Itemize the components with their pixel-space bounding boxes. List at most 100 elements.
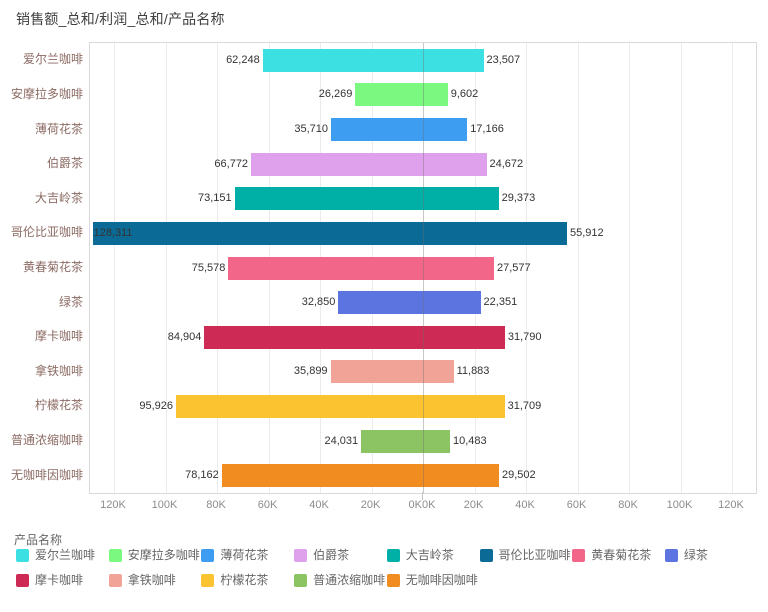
profit-value-label: 29,373: [501, 192, 536, 205]
profit-value-label: 23,507: [486, 53, 521, 66]
legend-item-label: 无咖啡因咖啡: [405, 573, 478, 587]
sales-value-label: 32,850: [301, 296, 336, 309]
profit-value-label: 22,351: [483, 296, 518, 309]
legend-item-label: 伯爵茶: [313, 548, 350, 562]
x-axis-tick-label: 20K: [360, 499, 381, 511]
profit-value-label: 24,672: [489, 157, 524, 170]
y-axis-category-label[interactable]: 哥伦比亚咖啡: [10, 225, 83, 240]
gridline: [629, 43, 630, 493]
y-axis-category-label[interactable]: 伯爵茶: [46, 156, 83, 171]
profit-value-label: 31,790: [507, 330, 542, 343]
legend-item-label: 哥伦比亚咖啡: [498, 548, 571, 562]
gridline: [577, 43, 579, 493]
legend-color-swatch: [16, 574, 29, 587]
chart-title: 销售额_总和/利润_总和/产品名称: [16, 11, 225, 27]
gridline: [526, 43, 527, 493]
y-axis-category-label[interactable]: 薄荷花茶: [34, 121, 83, 136]
legend-item-label: 爱尔兰咖啡: [35, 548, 96, 562]
y-axis-category-label[interactable]: 爱尔兰咖啡: [22, 52, 83, 67]
sales-value-label: 24,031: [324, 434, 359, 447]
sales-value-label: 128,311: [93, 226, 133, 239]
profit-bar[interactable]: [423, 48, 484, 72]
legend-title: 产品名称: [14, 533, 63, 547]
legend-item-label: 拿铁咖啡: [127, 573, 176, 587]
sales-bar[interactable]: [338, 291, 423, 315]
legend-color-swatch: [664, 549, 678, 562]
y-axis-category-label[interactable]: 无咖啡因咖啡: [10, 467, 83, 482]
sales-value-label: 75,578: [191, 261, 226, 274]
legend-color-swatch: [294, 574, 308, 587]
y-axis-category-label[interactable]: 黄春菊花茶: [22, 260, 83, 274]
sales-bar[interactable]: [228, 256, 423, 280]
legend-color-swatch: [294, 549, 308, 562]
x-axis-tick-label: 20K: [463, 499, 484, 511]
x-axis-tick-label: 40K: [309, 499, 329, 511]
legend-item-label: 大吉岭茶: [405, 548, 454, 562]
profit-bar[interactable]: [423, 187, 499, 211]
zero-axis-line: [423, 43, 424, 493]
profit-value-label: 27,577: [497, 261, 531, 274]
y-axis-category-label[interactable]: 摩卡咖啡: [34, 329, 83, 344]
legend-color-swatch: [386, 574, 400, 587]
x-axis-tick-label: 100K: [151, 499, 178, 511]
plot-area: 62,248 23,507 26,269 9,602 35,710 17,166 66,77…: [89, 42, 757, 494]
sales-bar[interactable]: [361, 429, 423, 453]
profit-bar[interactable]: [423, 291, 481, 315]
legend-item-label: 黄春菊花茶: [591, 548, 652, 562]
sales-bar[interactable]: [92, 221, 423, 245]
profit-value-label: 29,502: [501, 469, 536, 482]
sales-value-label: 62,248: [226, 53, 260, 66]
sales-bar[interactable]: [262, 48, 423, 72]
legend-color-swatch: [108, 549, 122, 562]
gridline: [165, 43, 167, 493]
gridline: [732, 43, 733, 493]
sales-bar[interactable]: [221, 464, 423, 488]
legend-color-swatch: [108, 574, 122, 587]
x-axis-tick-label: 0K: [408, 499, 422, 511]
profit-value-label: 55,912: [569, 226, 604, 239]
x-axis-tick-label: 80K: [206, 499, 226, 511]
profit-bar[interactable]: [423, 360, 454, 384]
sales-bar[interactable]: [355, 83, 423, 107]
sales-bar[interactable]: [204, 325, 423, 349]
y-axis-category-label[interactable]: 拿铁咖啡: [34, 363, 83, 378]
gridline: [217, 43, 218, 493]
y-axis-category-label[interactable]: 柠檬花茶: [34, 398, 83, 413]
profit-value-label: 17,166: [470, 123, 504, 136]
profit-bar[interactable]: [423, 464, 499, 488]
profit-bar[interactable]: [423, 118, 468, 142]
y-axis-category-label[interactable]: 绿茶: [58, 294, 83, 309]
gridline: [114, 43, 115, 493]
x-axis-tick-label: 100K: [666, 499, 693, 511]
y-axis-category-label[interactable]: 普通浓缩咖啡: [10, 433, 83, 448]
sales-bar[interactable]: [234, 187, 423, 211]
profit-value-label: 11,883: [456, 365, 490, 378]
legend-color-swatch: [16, 549, 29, 562]
sales-bar[interactable]: [175, 394, 423, 418]
legend-item-label: 绿茶: [683, 548, 708, 562]
profit-bar[interactable]: [423, 152, 487, 176]
x-axis-tick-label: 60K: [257, 499, 278, 511]
x-axis-tick-label: 120K: [718, 499, 744, 511]
legend-item-label: 普通浓缩咖啡: [313, 573, 386, 587]
y-axis-category-label[interactable]: 大吉岭茶: [34, 190, 83, 205]
profit-bar[interactable]: [423, 325, 505, 349]
legend-item-label: 柠檬花茶: [220, 573, 269, 587]
profit-value-label: 9,602: [450, 88, 479, 101]
sales-value-label: 35,710: [294, 123, 329, 136]
profit-bar[interactable]: [423, 256, 494, 280]
sales-value-label: 84,904: [167, 330, 202, 343]
profit-bar[interactable]: [423, 394, 505, 418]
sales-bar[interactable]: [331, 118, 423, 142]
legend-item-label: 薄荷花茶: [220, 548, 269, 562]
sales-value-label: 35,899: [293, 365, 328, 378]
legend-color-swatch: [479, 549, 493, 562]
sales-bar[interactable]: [330, 360, 423, 384]
profit-bar[interactable]: [423, 83, 448, 107]
legend-item-label: 摩卡咖啡: [35, 573, 84, 587]
profit-bar[interactable]: [423, 429, 450, 453]
y-axis-category-label[interactable]: 安摩拉多咖啡: [10, 86, 83, 101]
profit-bar[interactable]: [423, 221, 567, 245]
zero-axis-tick: [422, 492, 423, 500]
sales-bar[interactable]: [251, 152, 423, 176]
